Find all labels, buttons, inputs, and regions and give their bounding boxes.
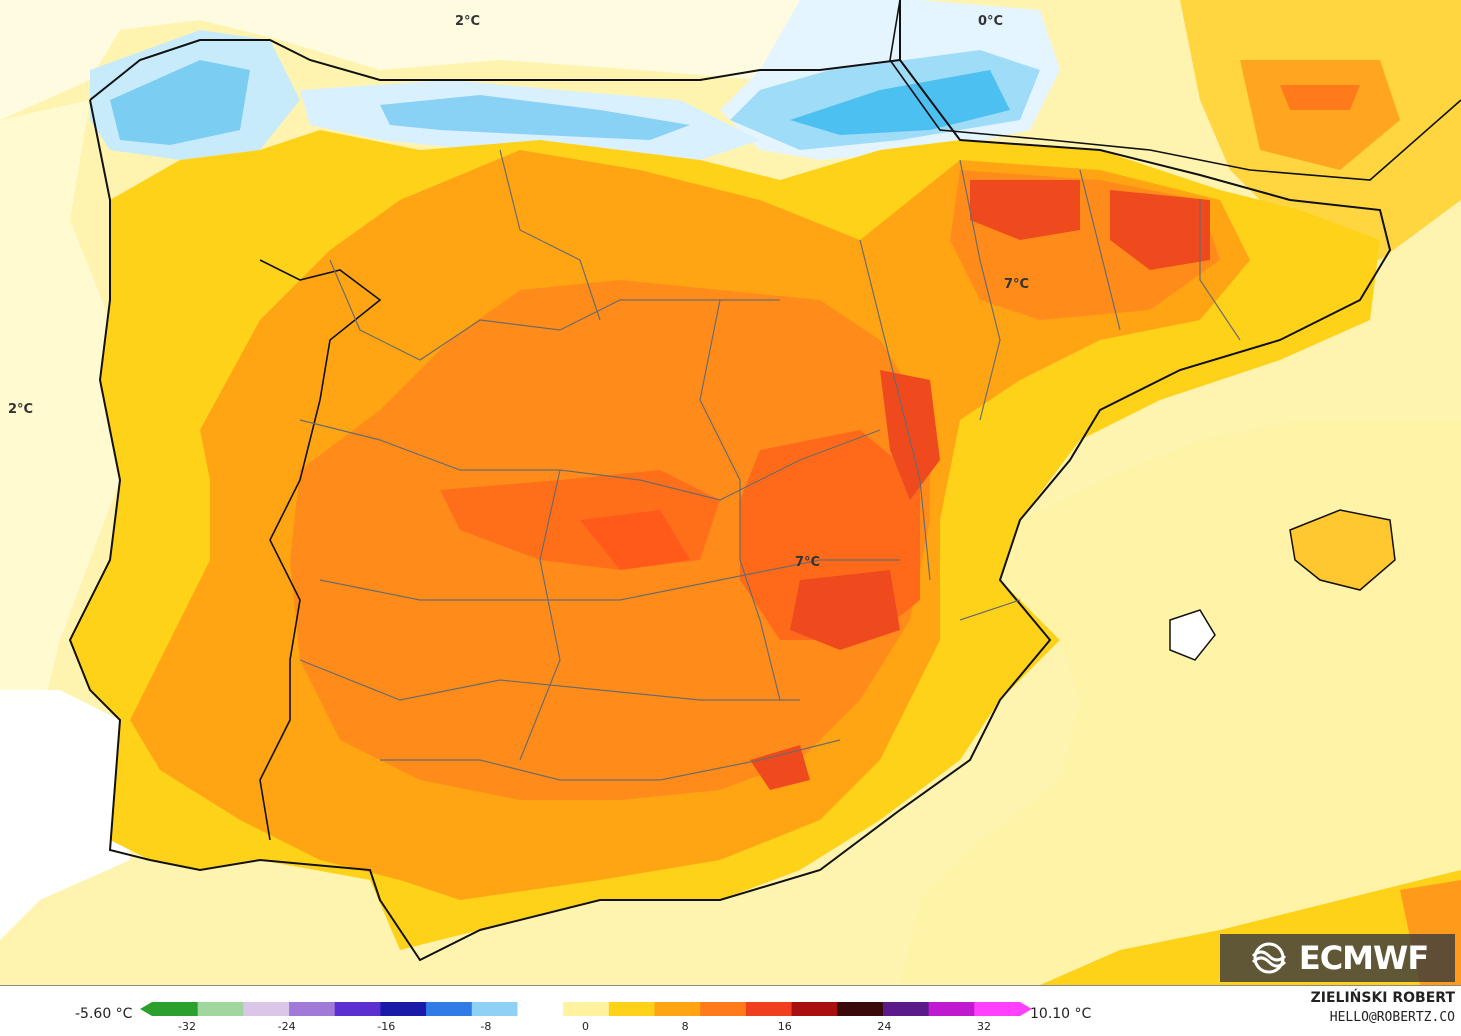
colorbar-cell: [152, 1002, 199, 1016]
colorbar-left-arrow: [140, 1002, 152, 1016]
colorbar-tick-label: 24: [877, 1020, 892, 1033]
colorbar-cell: [380, 1002, 427, 1016]
colorbar-cell: [654, 1002, 701, 1016]
temp-label-west-2c: 2°C: [8, 402, 34, 417]
temp-label-ebro-7c: 7°C: [1004, 277, 1030, 292]
colorbar-cell: [745, 1002, 793, 1016]
map-canvas: [0, 0, 1461, 985]
temperature-map: 2°C 0°C 2°C 7°C 7°C ECMWF: [0, 0, 1461, 985]
temp-label-center-7c: 7°C: [795, 555, 821, 570]
colorbar-cell: [608, 1002, 656, 1016]
temp-label-north-2c: 2°C: [455, 14, 481, 29]
colorbar-tick-label: -24: [277, 1020, 296, 1033]
colorbar-tick-label: -8: [480, 1020, 492, 1033]
color-scale-bar: [140, 1002, 1032, 1016]
legend-max-value: 10.10 °C: [1030, 1006, 1092, 1022]
colorbar-right-arrow: [1020, 1002, 1032, 1016]
colorbar-cell: [471, 1002, 518, 1016]
temp-label-north-0c: 0°C: [978, 14, 1004, 29]
ecmwf-logo: ECMWF: [1220, 934, 1455, 982]
colorbar-cell: [974, 1002, 1021, 1016]
legend-min-value: -5.60 °C: [75, 1006, 133, 1022]
colorbar-cell: [563, 1002, 610, 1016]
author-name: ZIELIŃSKI ROBERT: [1310, 990, 1455, 1006]
colorbar-cell: [197, 1002, 244, 1016]
colorbar-tick-label: -32: [178, 1020, 196, 1033]
ecmwf-logo-text: ECMWF: [1298, 939, 1429, 977]
colorbar-tick-label: 8: [681, 1020, 689, 1033]
colorbar-cell: [791, 1002, 838, 1016]
colorbar-tick-label: -16: [377, 1020, 396, 1033]
colorbar-cell: [837, 1002, 884, 1016]
colorbar-cell: [928, 1002, 975, 1016]
author-email: HELLO@ROBERTZ.CO: [1329, 1010, 1455, 1025]
colorbar-tick-label: 16: [777, 1020, 792, 1033]
colorbar-cell: [700, 1002, 747, 1016]
ecmwf-logo-icon: [1251, 942, 1286, 974]
colorbar-cell: [243, 1002, 290, 1016]
colorbar-tick-label: 0: [582, 1020, 589, 1033]
colorbar-cell: [426, 1002, 473, 1016]
colorbar-cell: [289, 1002, 336, 1016]
colorbar-cell: [334, 1002, 381, 1016]
colorbar-tick-label: 32: [977, 1020, 991, 1033]
colorbar-cell: [517, 1002, 564, 1016]
colorbar-cell: [882, 1002, 930, 1016]
